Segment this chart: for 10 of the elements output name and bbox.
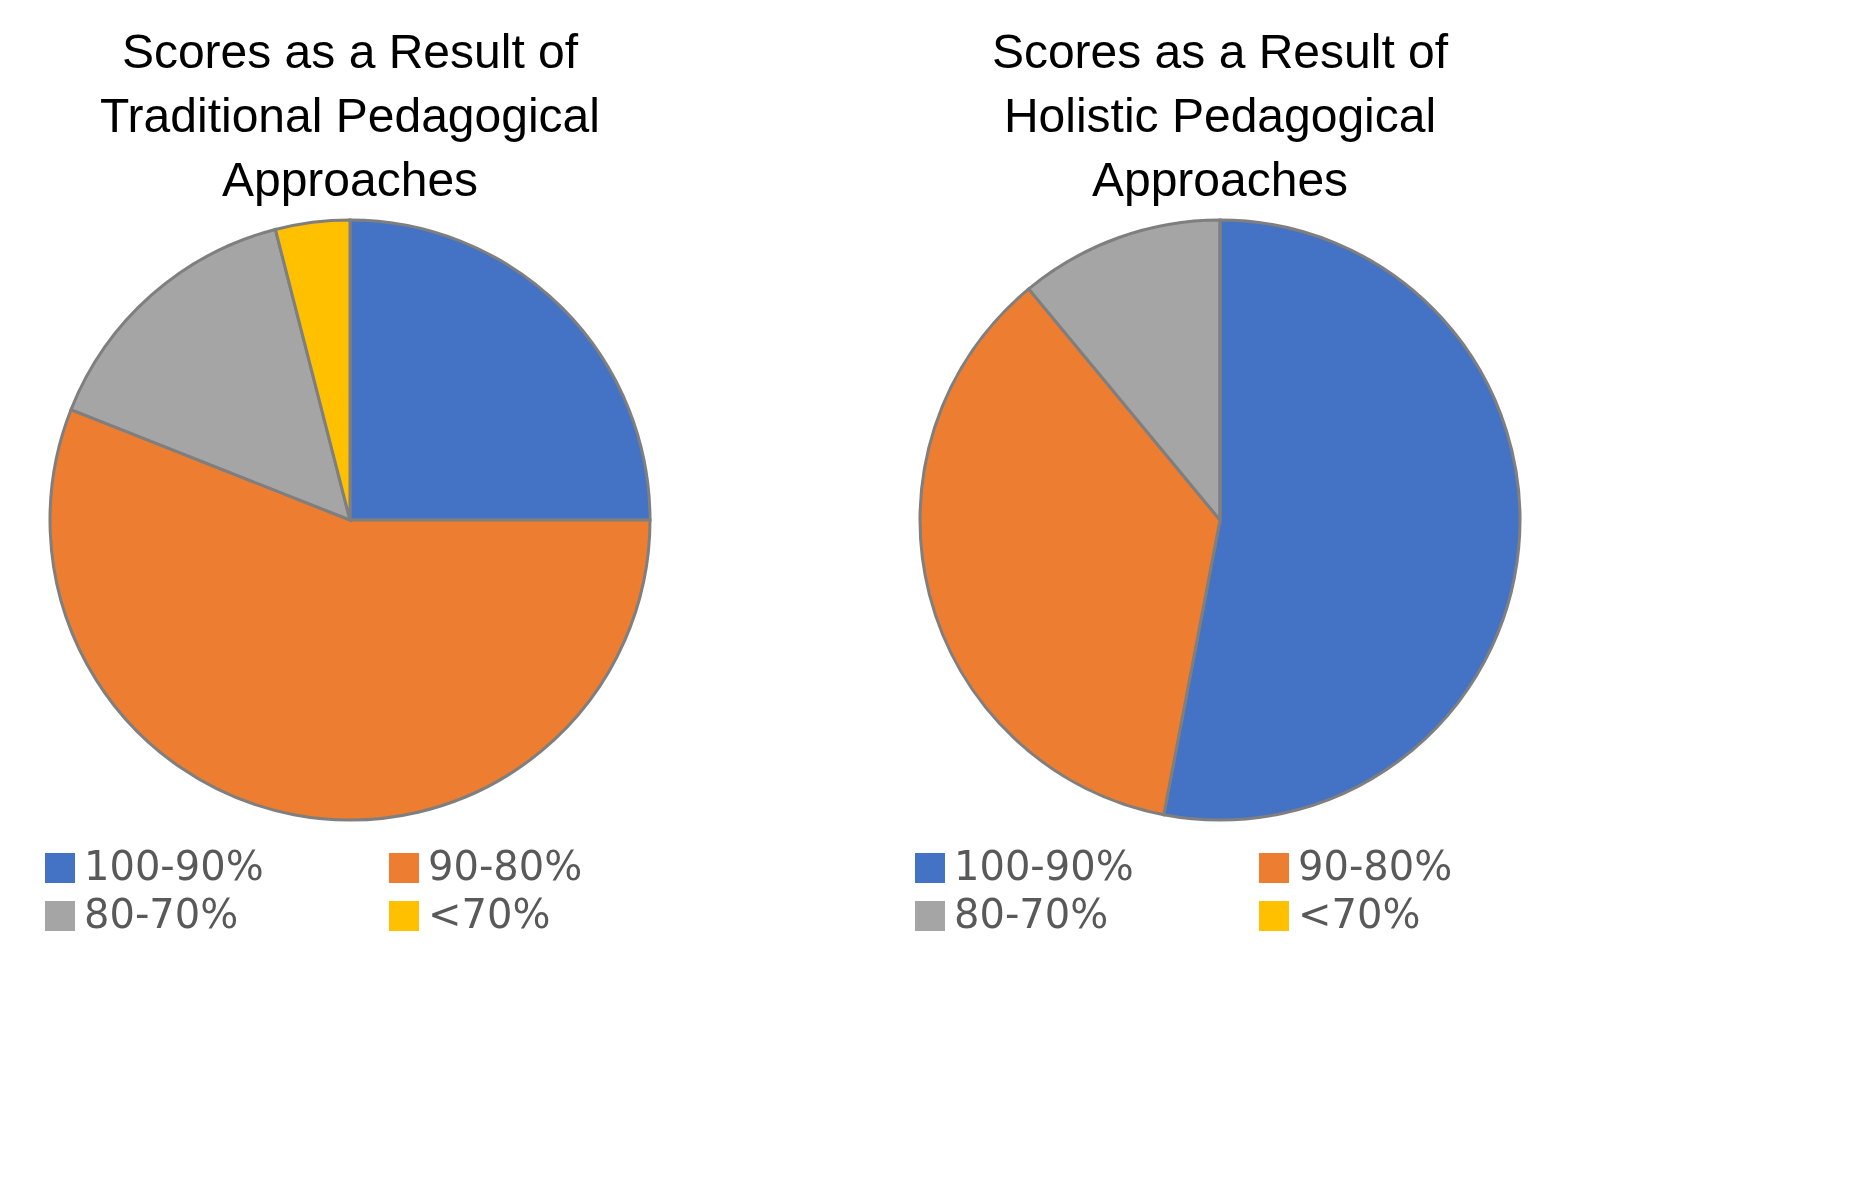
legend-label: <70% [428, 891, 551, 937]
chart-title: Scores as a Result of Traditional Pedagogical Approaches [100, 25, 600, 206]
legend-label: <70% [1298, 891, 1421, 937]
legend-label: 90-80% [1298, 843, 1453, 889]
legend-label: 100-90% [954, 843, 1134, 889]
legend-label: 90-80% [428, 843, 583, 889]
legend-label: 80-70% [84, 891, 239, 937]
legend-label: 100-90% [84, 843, 264, 889]
legend-label: 80-70% [954, 891, 1109, 937]
chart-title: Scores as a Result of Holistic Pedagogical Approaches [991, 25, 1449, 206]
